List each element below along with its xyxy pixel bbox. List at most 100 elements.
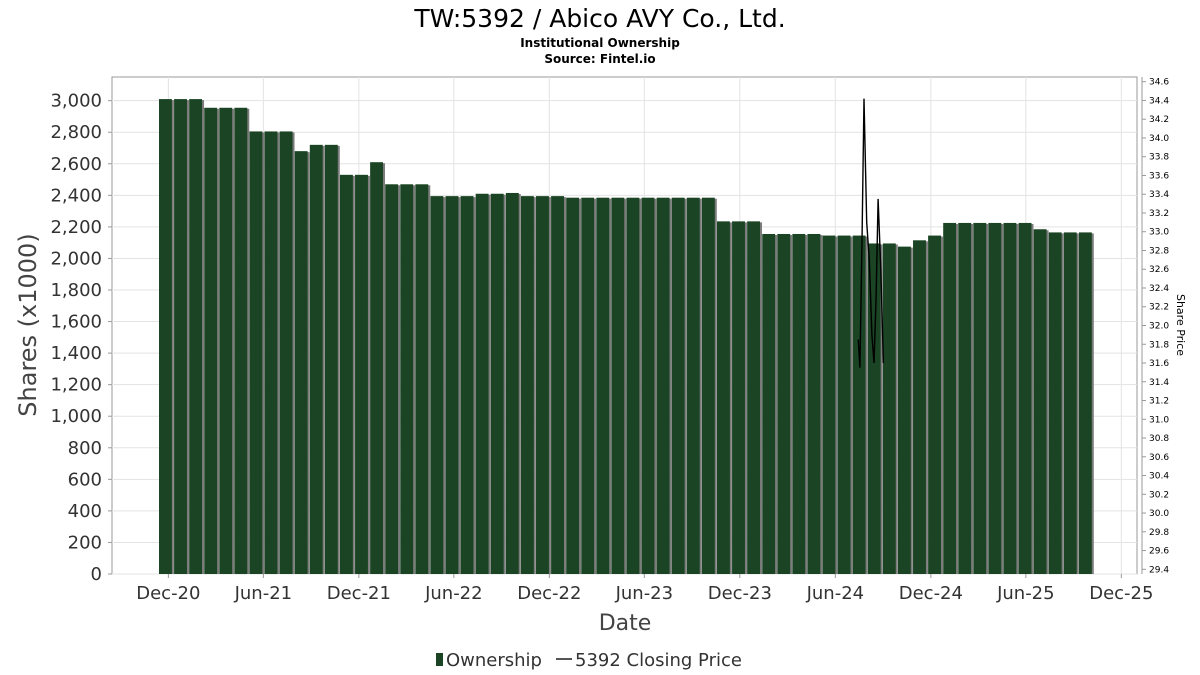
- y2-tick-label: 30.2: [1149, 490, 1169, 500]
- y2-tick-label: 33.2: [1149, 209, 1169, 219]
- legend-ownership-swatch: [436, 653, 443, 666]
- ownership-bar: [234, 107, 248, 575]
- ownership-bar: [671, 197, 685, 574]
- ownership-bar: [339, 174, 353, 575]
- ownership-bar: [309, 144, 323, 574]
- y-tick-label: 2,000: [50, 248, 102, 269]
- x-tick-label: Jun-25: [996, 583, 1055, 604]
- y2-tick-label: 30.6: [1149, 453, 1169, 463]
- ownership-bar: [370, 162, 384, 574]
- ownership-bar: [1003, 222, 1017, 574]
- ownership-bar: [159, 99, 172, 574]
- ownership-bar: [867, 243, 881, 574]
- x-tick-label: Dec-24: [899, 583, 963, 604]
- ownership-bar: [189, 99, 203, 574]
- ownership-bar: [249, 131, 263, 574]
- y2-axis-label: Share Price: [1174, 294, 1187, 356]
- y2-tick-label: 32.8: [1149, 246, 1169, 256]
- legend-ownership-label: Ownership: [446, 650, 542, 671]
- ownership-bar: [988, 222, 1002, 574]
- ownership-bar: [732, 221, 745, 574]
- ownership-bar: [174, 99, 187, 574]
- ownership-bar: [1063, 232, 1077, 574]
- y-tick-label: 1,000: [50, 406, 102, 427]
- y2-tick-label: 33.0: [1149, 228, 1169, 238]
- ownership-bar: [701, 197, 715, 574]
- ownership-bar: [913, 240, 926, 575]
- y2-tick-label: 31.4: [1149, 378, 1169, 388]
- y2-tick-label: 29.8: [1149, 528, 1169, 538]
- ownership-bar: [1018, 222, 1032, 574]
- chart-title: TW:5392 / Abico AVY Co., Ltd.: [413, 4, 785, 33]
- ownership-bar: [762, 233, 776, 574]
- ownership-bar: [973, 222, 987, 574]
- y2-tick-label: 32.2: [1149, 303, 1169, 313]
- legend: Ownership 5392 Closing Price: [436, 650, 742, 671]
- y-tick-label: 2,600: [50, 154, 102, 175]
- ownership-bar: [611, 197, 625, 574]
- x-axis-label: Date: [599, 611, 652, 636]
- ownership-bar: [837, 235, 851, 575]
- legend-price-label: 5392 Closing Price: [575, 650, 742, 671]
- y-tick-label: 1,400: [50, 343, 102, 364]
- ownership-bars: [159, 99, 1094, 575]
- y-tick-label: 2,400: [50, 185, 102, 206]
- y2-tick-label: 34.2: [1149, 115, 1169, 125]
- ownership-bar: [596, 197, 610, 574]
- ownership-bar: [626, 197, 640, 574]
- x-tick-label: Jun-24: [806, 583, 865, 604]
- y2-tick-label: 32.4: [1149, 284, 1169, 294]
- y-tick-label: 800: [68, 438, 102, 459]
- y-tick-label: 1,200: [50, 375, 102, 396]
- y2-tick-label: 30.0: [1149, 509, 1169, 519]
- y2-tick-label: 34.6: [1149, 78, 1169, 88]
- ownership-bar: [1033, 229, 1047, 574]
- ownership-bar: [928, 235, 941, 575]
- ownership-bar: [807, 233, 821, 574]
- ownership-bar: [656, 197, 670, 574]
- y2-tick-label: 30.8: [1149, 434, 1169, 444]
- ownership-bar: [219, 107, 233, 575]
- x-tick-label: Jun-21: [234, 583, 293, 604]
- y-axis-right: 29.4 29.6 29.8 30.0 30.2 30.4 30.6 30.8 31.0 31.2…: [1142, 78, 1169, 575]
- ownership-bar: [415, 184, 429, 575]
- x-tick-label: Dec-20: [136, 583, 200, 604]
- ownership-bar: [430, 196, 444, 574]
- y-tick-label: 200: [68, 532, 102, 553]
- price-line-layer: [857, 98, 885, 368]
- ownership-bar: [324, 144, 338, 574]
- ownership-bar: [490, 193, 504, 574]
- y2-tick-label: 34.4: [1149, 96, 1169, 106]
- y2-tick-label: 32.6: [1149, 265, 1169, 275]
- price-line: [857, 98, 885, 368]
- ownership-bar: [882, 243, 896, 574]
- y2-tick-label: 31.2: [1149, 397, 1169, 407]
- x-tick-label: Dec-25: [1089, 583, 1153, 604]
- ownership-bar: [355, 174, 368, 575]
- y2-tick-label: 32.0: [1149, 322, 1169, 332]
- y2-tick-label: 33.8: [1149, 153, 1169, 163]
- ownership-bar: [475, 193, 489, 574]
- x-tick-label: Dec-23: [708, 583, 772, 604]
- ownership-bar: [520, 196, 534, 574]
- y-axis-label: Shares (x1000): [14, 233, 42, 416]
- ownership-bar: [264, 131, 278, 574]
- y-tick-label: 3,000: [50, 91, 102, 112]
- y-tick-label: 400: [68, 501, 102, 522]
- y-tick-label: 0: [91, 564, 102, 585]
- y2-tick-label: 29.6: [1149, 547, 1169, 557]
- ownership-bar: [204, 107, 218, 575]
- y-tick-label: 1,600: [50, 312, 102, 333]
- y2-tick-label: 31.0: [1149, 415, 1169, 425]
- ownership-bar: [294, 151, 308, 574]
- ownership-bar: [792, 233, 806, 574]
- ownership-bar: [897, 246, 911, 574]
- y2-tick-label: 30.4: [1149, 472, 1169, 482]
- ownership-bar: [385, 184, 399, 575]
- ownership-bar: [566, 197, 580, 574]
- ownership-bar: [777, 233, 791, 574]
- y2-tick-label: 34.0: [1149, 134, 1169, 144]
- ownership-bar: [460, 196, 474, 574]
- x-axis: Dec-20 Jun-21 Dec-21 Jun-22 Dec-22 Jun-23 Dec-…: [136, 574, 1153, 604]
